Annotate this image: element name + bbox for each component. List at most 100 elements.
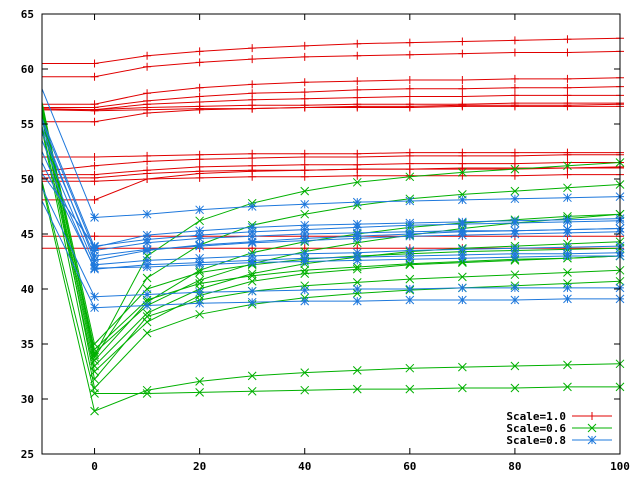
data-point bbox=[510, 171, 519, 180]
data-point bbox=[142, 209, 152, 219]
x-tick-label: 0 bbox=[91, 460, 98, 473]
data-point bbox=[405, 231, 415, 241]
data-point bbox=[458, 253, 467, 263]
series-line bbox=[41, 88, 621, 219]
data-point bbox=[563, 251, 572, 261]
data-point bbox=[195, 205, 204, 215]
data-point bbox=[90, 345, 99, 354]
data-point bbox=[563, 279, 572, 288]
series-line bbox=[42, 152, 620, 158]
data-point bbox=[195, 260, 204, 270]
data-point bbox=[563, 228, 572, 238]
data-point bbox=[510, 164, 520, 174]
data-point bbox=[300, 249, 310, 259]
series-line bbox=[41, 200, 620, 309]
data-point bbox=[405, 84, 414, 93]
data-point bbox=[458, 168, 467, 177]
data-point bbox=[300, 229, 310, 239]
series-line bbox=[41, 129, 621, 390]
data-point bbox=[458, 219, 467, 229]
data-point bbox=[247, 202, 257, 211]
data-point bbox=[300, 52, 309, 61]
data-point bbox=[195, 226, 204, 236]
data-point bbox=[142, 385, 152, 395]
data-point bbox=[352, 296, 362, 306]
data-point bbox=[247, 227, 257, 237]
data-point bbox=[195, 230, 204, 240]
data-point bbox=[510, 74, 519, 83]
data-point bbox=[563, 382, 572, 392]
data-point bbox=[300, 209, 310, 219]
data-point bbox=[248, 55, 257, 64]
legend-marker bbox=[587, 435, 597, 445]
series-line bbox=[41, 162, 620, 269]
data-point bbox=[352, 284, 362, 294]
data-point bbox=[563, 268, 572, 277]
data-point bbox=[142, 273, 152, 283]
data-point bbox=[405, 50, 414, 59]
tick-labels: 0 20 40 60 80 100 25 30 35 40 45 50 55 60 65 bbox=[21, 8, 630, 473]
series-scale-0-6 bbox=[41, 101, 625, 416]
data-point bbox=[510, 194, 520, 204]
series-line bbox=[41, 140, 621, 266]
data-point bbox=[563, 294, 572, 304]
data-point bbox=[142, 245, 152, 254]
data-point bbox=[247, 297, 257, 307]
data-point bbox=[510, 252, 520, 262]
data-point bbox=[563, 161, 572, 171]
data-point bbox=[352, 197, 362, 207]
data-point bbox=[300, 103, 309, 112]
data-point bbox=[300, 78, 309, 87]
series-line bbox=[42, 166, 621, 201]
series-line bbox=[41, 154, 620, 172]
series-scale-0-8 bbox=[41, 88, 625, 313]
series-line bbox=[41, 112, 621, 381]
data-point bbox=[510, 91, 519, 100]
data-point bbox=[563, 101, 572, 110]
data-point bbox=[143, 62, 152, 71]
data-point bbox=[195, 83, 204, 92]
data-point bbox=[458, 383, 467, 393]
data-point bbox=[510, 218, 520, 228]
data-point bbox=[353, 77, 362, 86]
series-line bbox=[41, 127, 621, 261]
data-point bbox=[90, 251, 99, 261]
data-point bbox=[300, 265, 310, 275]
data-point bbox=[90, 161, 99, 170]
data-point bbox=[300, 166, 309, 175]
data-point bbox=[90, 72, 99, 81]
data-point bbox=[563, 48, 572, 57]
data-point bbox=[142, 262, 152, 272]
data-point bbox=[352, 384, 362, 394]
data-point bbox=[458, 230, 467, 240]
data-point bbox=[195, 169, 204, 178]
data-point bbox=[510, 283, 520, 293]
data-point bbox=[90, 232, 99, 241]
data-point bbox=[458, 164, 467, 172]
data-point bbox=[300, 220, 310, 230]
data-point bbox=[352, 289, 362, 298]
data-point bbox=[248, 44, 257, 53]
data-point bbox=[563, 283, 572, 293]
data-point bbox=[300, 236, 310, 245]
data-point bbox=[352, 256, 362, 265]
data-point bbox=[300, 281, 310, 291]
series-line bbox=[41, 126, 621, 373]
data-point bbox=[353, 51, 362, 60]
x-tick-label: 100 bbox=[610, 460, 630, 473]
data-point bbox=[458, 101, 467, 110]
series-line bbox=[42, 50, 621, 78]
data-point bbox=[142, 290, 152, 299]
data-point bbox=[143, 157, 152, 166]
data-point bbox=[353, 102, 362, 111]
data-point bbox=[195, 298, 204, 308]
series-line bbox=[41, 110, 621, 354]
data-point bbox=[195, 388, 204, 397]
data-point bbox=[510, 383, 520, 393]
data-point bbox=[195, 241, 204, 251]
data-point bbox=[510, 186, 520, 196]
data-point bbox=[352, 177, 362, 187]
data-point bbox=[563, 74, 572, 83]
data-point bbox=[142, 230, 152, 240]
